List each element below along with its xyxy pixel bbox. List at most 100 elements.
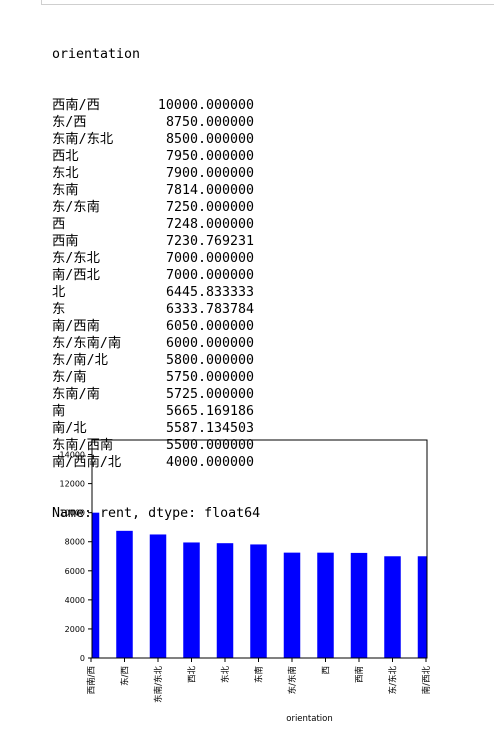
bar [149, 534, 167, 658]
y-tick-label: 8000 [65, 538, 85, 547]
series-row: 西南 7230.769231 [52, 233, 260, 250]
series-row: 南/西北 7000.000000 [52, 267, 260, 284]
series-value: 8500.000000 [165, 132, 254, 147]
cell-border [41, 0, 494, 5]
series-row: 东南/东北 8500.000000 [52, 131, 260, 148]
series-key: 南/西南 [52, 319, 100, 334]
series-key: 东南/南 [52, 387, 100, 402]
bar [417, 556, 427, 658]
series-key: 东南/西南 [52, 438, 114, 453]
series-row: 东南/南 5725.000000 [52, 386, 260, 403]
y-tick-label: 2000 [65, 625, 85, 634]
series-value: 5500.000000 [165, 438, 254, 453]
series-key: 东 [52, 302, 66, 317]
series-value: 6000.000000 [165, 336, 254, 351]
x-tick-label: 东/东北 [388, 666, 399, 695]
bar [92, 512, 100, 658]
series-value: 5750.000000 [165, 370, 254, 385]
series-key: 北 [52, 285, 66, 300]
x-tick-label: 西北 [188, 666, 198, 684]
series-key: 东/东北 [52, 251, 100, 266]
series-row: 南/北 5587.134503 [52, 420, 260, 437]
series-footer: Name: rent, dtype: float64 [52, 506, 261, 521]
series-row: 东南/西南 5500.000000 [52, 437, 260, 454]
x-tick-label: 东南/东北 [153, 666, 164, 703]
series-value: 8750.000000 [165, 115, 254, 130]
bar [116, 530, 133, 658]
bar-chart: 0 2000 4000 6000 8000 10000 12000 14000 西南/西 东/西 东… [60, 439, 432, 724]
series-key: 东/南/北 [52, 353, 108, 368]
series-value: 5725.000000 [165, 387, 254, 402]
bar [384, 556, 401, 658]
series-row: 东/南 5750.000000 [52, 369, 260, 386]
series-value: 7000.000000 [165, 268, 254, 283]
series-value: 6050.000000 [165, 319, 254, 334]
series-key: 东南/东北 [52, 132, 114, 147]
series-key: 西南/西 [52, 98, 100, 113]
series-value: 4000.000000 [165, 455, 254, 470]
series-key: 南 [52, 404, 66, 419]
x-tick-label: 东北 [220, 666, 231, 684]
y-tick-label: 4000 [65, 596, 85, 605]
series-output: orientation 西南/西 10000.000000 东/西 8750.0000… [52, 12, 260, 539]
y-tick-label: 12000 [60, 480, 85, 489]
x-tick-label: 西南/西 [86, 666, 97, 694]
series-row: 东/东北 7000.000000 [52, 250, 260, 267]
bar [183, 542, 200, 658]
series-row: 东 6333.783784 [52, 301, 260, 318]
series-row: 东/东南/南 6000.000000 [52, 335, 260, 352]
series-key: 西北 [52, 149, 79, 164]
bar [216, 543, 234, 658]
x-tick-label: 东/西 [120, 666, 131, 686]
series-value: 7900.000000 [165, 166, 254, 181]
series-value: 7248.000000 [165, 217, 254, 232]
series-value: 5665.169186 [165, 404, 254, 419]
series-row: 南 5665.169186 [52, 403, 260, 420]
plot-frame [91, 439, 428, 659]
series-key: 南/北 [52, 421, 87, 436]
series-row: 南/西南 6050.000000 [52, 318, 260, 335]
x-tick-label: 东南 [254, 666, 265, 683]
series-value: 6333.783784 [165, 302, 254, 317]
series-rows: 西南/西 10000.000000 东/西 8750.000000 东南/东北 8500.… [52, 97, 260, 471]
bar [283, 552, 301, 658]
series-row: 东北 7900.000000 [52, 165, 260, 182]
series-value: 7814.000000 [165, 183, 254, 198]
bar [350, 552, 368, 658]
x-axis-label: orientation [286, 714, 333, 724]
series-row: 西北 7950.000000 [52, 148, 260, 165]
series-row: 东南 7814.000000 [52, 182, 260, 199]
series-row: 西 7248.000000 [52, 216, 260, 233]
series-row: 东/东南 7250.000000 [52, 199, 260, 216]
series-row: 南/西南/北 4000.000000 [52, 454, 260, 471]
y-tick-label: 6000 [65, 567, 85, 576]
series-header: orientation [52, 47, 141, 62]
series-value: 5587.134503 [165, 421, 254, 436]
series-value: 7950.000000 [165, 149, 254, 164]
x-tick-label: 西南 [354, 666, 365, 683]
series-key: 东南 [52, 183, 79, 198]
y-tick-label: 0 [80, 654, 85, 663]
series-row: 北 6445.833333 [52, 284, 260, 301]
y-tick-label: 14000 [60, 451, 85, 460]
series-value: 10000.000000 [157, 98, 254, 113]
x-tick-label: 东/东南 [287, 666, 298, 694]
series-value: 5800.000000 [165, 353, 254, 368]
series-key: 南/西北 [52, 268, 100, 283]
series-key: 西 [52, 217, 66, 232]
series-key: 西南 [52, 234, 79, 249]
x-tick-label: 南/西北 [421, 666, 432, 695]
series-value: 6445.833333 [165, 285, 254, 300]
y-tick-label: 10000 [60, 509, 85, 518]
bar [250, 544, 267, 658]
series-row: 西南/西 10000.000000 [52, 97, 260, 114]
bar [317, 552, 334, 658]
series-value: 7250.000000 [165, 200, 254, 215]
series-key: 东/南 [52, 370, 87, 385]
series-key: 东/东南 [52, 200, 100, 215]
series-key: 东北 [52, 166, 79, 181]
series-row: 东/西 8750.000000 [52, 114, 260, 131]
series-key: 东/西 [52, 115, 87, 130]
series-value: 7000.000000 [165, 251, 254, 266]
series-row: 东/南/北 5800.000000 [52, 352, 260, 369]
